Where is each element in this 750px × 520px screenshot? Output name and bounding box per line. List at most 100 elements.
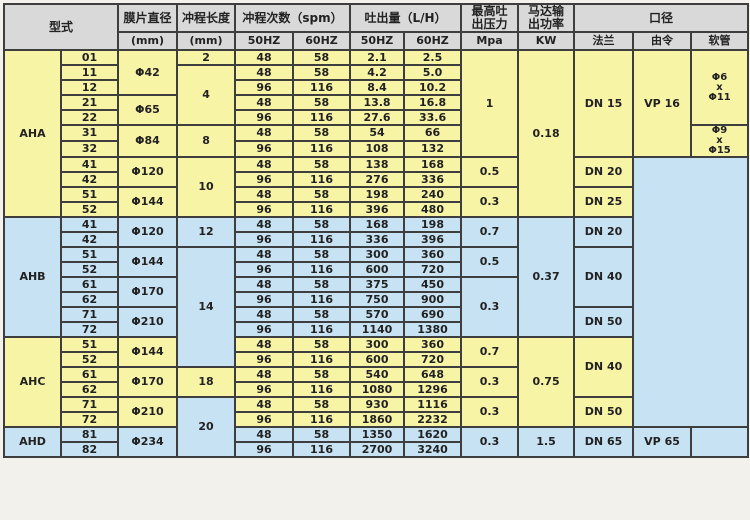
cell-output-50hz: 300	[349, 336, 406, 354]
page-background: 型式 膜片直径 冲程长度 冲程次数（spm） 吐出量（L/H） 最高吐 出压力 马达输 出功率口…	[2, 2, 750, 459]
cell-output-50hz: 13.8	[349, 94, 406, 112]
cell-model-code: 71	[59, 396, 120, 414]
cell-output-60hz: 336	[403, 171, 463, 189]
cell-output-50hz: 108	[349, 140, 406, 159]
cell-spm-60hz: 58	[292, 216, 352, 234]
cell-output-60hz: 5.0	[403, 64, 463, 82]
cell-spm-60hz: 116	[292, 140, 352, 159]
cell-stroke-length: 4	[176, 64, 237, 127]
cell-stroke-length: 14	[176, 246, 237, 369]
header-flange: 口径	[573, 2, 750, 34]
cell-output-60hz: 66	[403, 124, 463, 143]
cell-spm-60hz: 58	[292, 276, 352, 294]
cell-spm-50hz: 48	[234, 336, 295, 354]
cell-spm-60hz: 58	[292, 366, 352, 384]
cell-spm-60hz: 116	[292, 291, 352, 309]
cell-spm-50hz: 96	[234, 381, 295, 399]
cell-output-50hz: 1350	[349, 426, 406, 444]
header-output-50hz: 吐出量（L/H）	[349, 2, 463, 34]
cell-spm-50hz: 48	[234, 49, 295, 67]
cell-spm-60hz: 116	[292, 441, 352, 459]
cell-max-pressure: 1	[460, 49, 520, 159]
cell-spm-60hz: 58	[292, 396, 352, 414]
cell-stroke-length: 8	[176, 124, 237, 159]
cell-spm-60hz: 116	[292, 321, 352, 339]
cell-spm-50hz: 96	[234, 261, 295, 279]
cell-output-50hz: 54	[349, 124, 406, 143]
cell-diaphragm-diameter: Φ234	[117, 426, 179, 459]
cell-output-50hz: 2.1	[349, 49, 406, 67]
cell-diaphragm-diameter: Φ84	[117, 124, 179, 159]
cell-diaphragm-diameter: Φ170	[117, 366, 179, 399]
cell-union: VP 65	[632, 426, 693, 459]
cell-spm-60hz: 58	[292, 426, 352, 444]
cell-spm-60hz: 116	[292, 201, 352, 219]
cell-hose	[690, 426, 750, 459]
header-output-50hz: 50HZ	[349, 31, 406, 52]
cell-flange: DN 50	[573, 396, 635, 429]
cell-model-code: 52	[59, 261, 120, 279]
header-stroke-length: (mm)	[176, 31, 237, 52]
cell-output-60hz: 1620	[403, 426, 463, 444]
cell-flange: DN 25	[573, 186, 635, 219]
cell-output-60hz: 450	[403, 276, 463, 294]
cell-flange: DN 20	[573, 156, 635, 189]
header-diaphragm-diameter: (mm)	[117, 31, 179, 52]
table-body: AHA 01 Φ42 2 48 58 2.1 2.5 1 0.18 DN 15 VP 16 Φ6 x Φ11…	[3, 49, 750, 459]
header-spm-50hz: 50HZ	[234, 31, 295, 52]
cell-max-pressure: 0.3	[460, 366, 520, 399]
cell-max-pressure: 0.3	[460, 276, 520, 339]
cell-max-pressure: 0.5	[460, 156, 520, 189]
cell-max-pressure: 0.3	[460, 186, 520, 219]
cell-spm-50hz: 96	[234, 109, 295, 127]
cell-stroke-length: 20	[176, 396, 237, 459]
cell-output-50hz: 2700	[349, 441, 406, 459]
cell-diaphragm-diameter: Φ120	[117, 216, 179, 249]
cell-model-code: 51	[59, 186, 120, 204]
cell-model-code: 62	[59, 381, 120, 399]
cell-model-code: 72	[59, 411, 120, 429]
cell-output-60hz: 360	[403, 246, 463, 264]
header-stroke-length: 冲程长度	[176, 2, 237, 34]
cell-flange: DN 20	[573, 216, 635, 249]
cell-spm-60hz: 58	[292, 124, 352, 143]
header-union: 由令	[632, 31, 693, 52]
cell-model-series: AHD	[3, 426, 62, 459]
cell-model-code: 41	[59, 156, 120, 174]
cell-spm-50hz: 48	[234, 156, 295, 174]
cell-flange: DN 65	[573, 426, 635, 459]
cell-output-60hz: 16.8	[403, 94, 463, 112]
cell-model-code: 21	[59, 94, 120, 112]
cell-output-50hz: 396	[349, 201, 406, 219]
cell-spm-50hz: 48	[234, 246, 295, 264]
cell-spm-60hz: 116	[292, 231, 352, 249]
cell-model-code: 82	[59, 441, 120, 459]
cell-output-60hz: 132	[403, 140, 463, 159]
cell-spm-50hz: 48	[234, 124, 295, 143]
header-flange: 法兰	[573, 31, 635, 52]
cell-spm-50hz: 96	[234, 441, 295, 459]
cell-model-code: 01	[59, 49, 120, 67]
cell-spm-60hz: 58	[292, 64, 352, 82]
cell-output-60hz: 10.2	[403, 79, 463, 97]
cell-output-60hz: 1380	[403, 321, 463, 339]
cell-diaphragm-diameter: Φ144	[117, 186, 179, 219]
cell-output-60hz: 1296	[403, 381, 463, 399]
cell-spm-50hz: 96	[234, 79, 295, 97]
cell-spm-60hz: 116	[292, 351, 352, 369]
cell-output-50hz: 750	[349, 291, 406, 309]
table-header: 型式 膜片直径 冲程长度 冲程次数（spm） 吐出量（L/H） 最高吐 出压力 马达输 出功率口…	[2, 2, 750, 52]
cell-output-60hz: 648	[403, 366, 463, 384]
cell-spm-60hz: 116	[292, 411, 352, 429]
cell-max-pressure: 0.3	[460, 396, 520, 429]
cell-spm-50hz: 48	[234, 94, 295, 112]
cell-output-50hz: 570	[349, 306, 406, 324]
cell-diaphragm-diameter: Φ210	[117, 396, 179, 429]
cell-stroke-length: 18	[176, 366, 237, 399]
cell-hose: Φ6 x Φ11	[690, 49, 750, 127]
cell-spm-60hz: 58	[292, 336, 352, 354]
cell-max-pressure: 0.7	[460, 336, 520, 369]
cell-diaphragm-diameter: Φ210	[117, 306, 179, 339]
cell-spm-60hz: 116	[292, 261, 352, 279]
cell-spm-50hz: 96	[234, 171, 295, 189]
